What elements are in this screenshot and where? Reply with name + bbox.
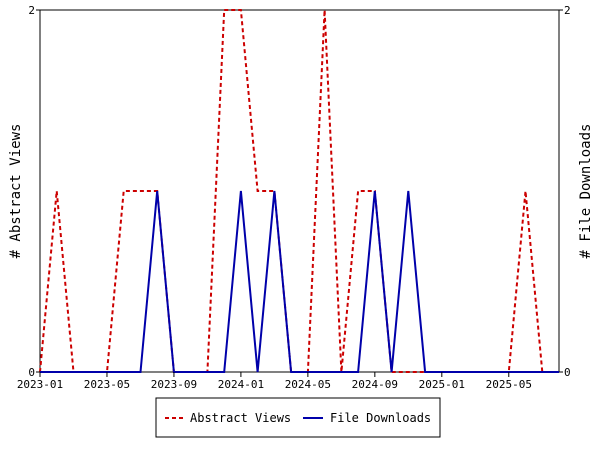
y-tick-label-left: 0	[28, 366, 35, 379]
legend-label-file-downloads: File Downloads	[330, 411, 431, 425]
x-tick-label: 2023-01	[17, 378, 63, 391]
legend-label-abstract-views: Abstract Views	[190, 411, 291, 425]
plot-area	[39, 9, 560, 373]
x-tick-label: 2023-05	[84, 378, 130, 391]
x-tick-label: 2024-05	[285, 378, 331, 391]
series-line-file-downloads	[40, 190, 559, 373]
legend-box	[155, 397, 441, 438]
legend: Abstract Views File Downloads	[155, 397, 441, 438]
y-tick-label-right: 0	[564, 366, 571, 379]
x-tick-label: 2024-01	[218, 378, 264, 391]
x-tick-label: 2024-09	[352, 378, 398, 391]
y-axis-title-left: # Abstract Views	[8, 124, 24, 259]
y-tick-label-left: 2	[28, 4, 35, 17]
y-axis-title-right: # File Downloads	[578, 124, 594, 259]
axis-layer: 2023-01 2023-05 2023-09 2024-01 2024-05 2024-…	[17, 4, 571, 391]
series-layer	[39, 9, 559, 373]
y-tick-label-right: 2	[564, 4, 571, 17]
x-tick-label: 2025-01	[419, 378, 465, 391]
x-tick-label: 2025-05	[486, 378, 532, 391]
x-tick-label: 2023-09	[151, 378, 197, 391]
